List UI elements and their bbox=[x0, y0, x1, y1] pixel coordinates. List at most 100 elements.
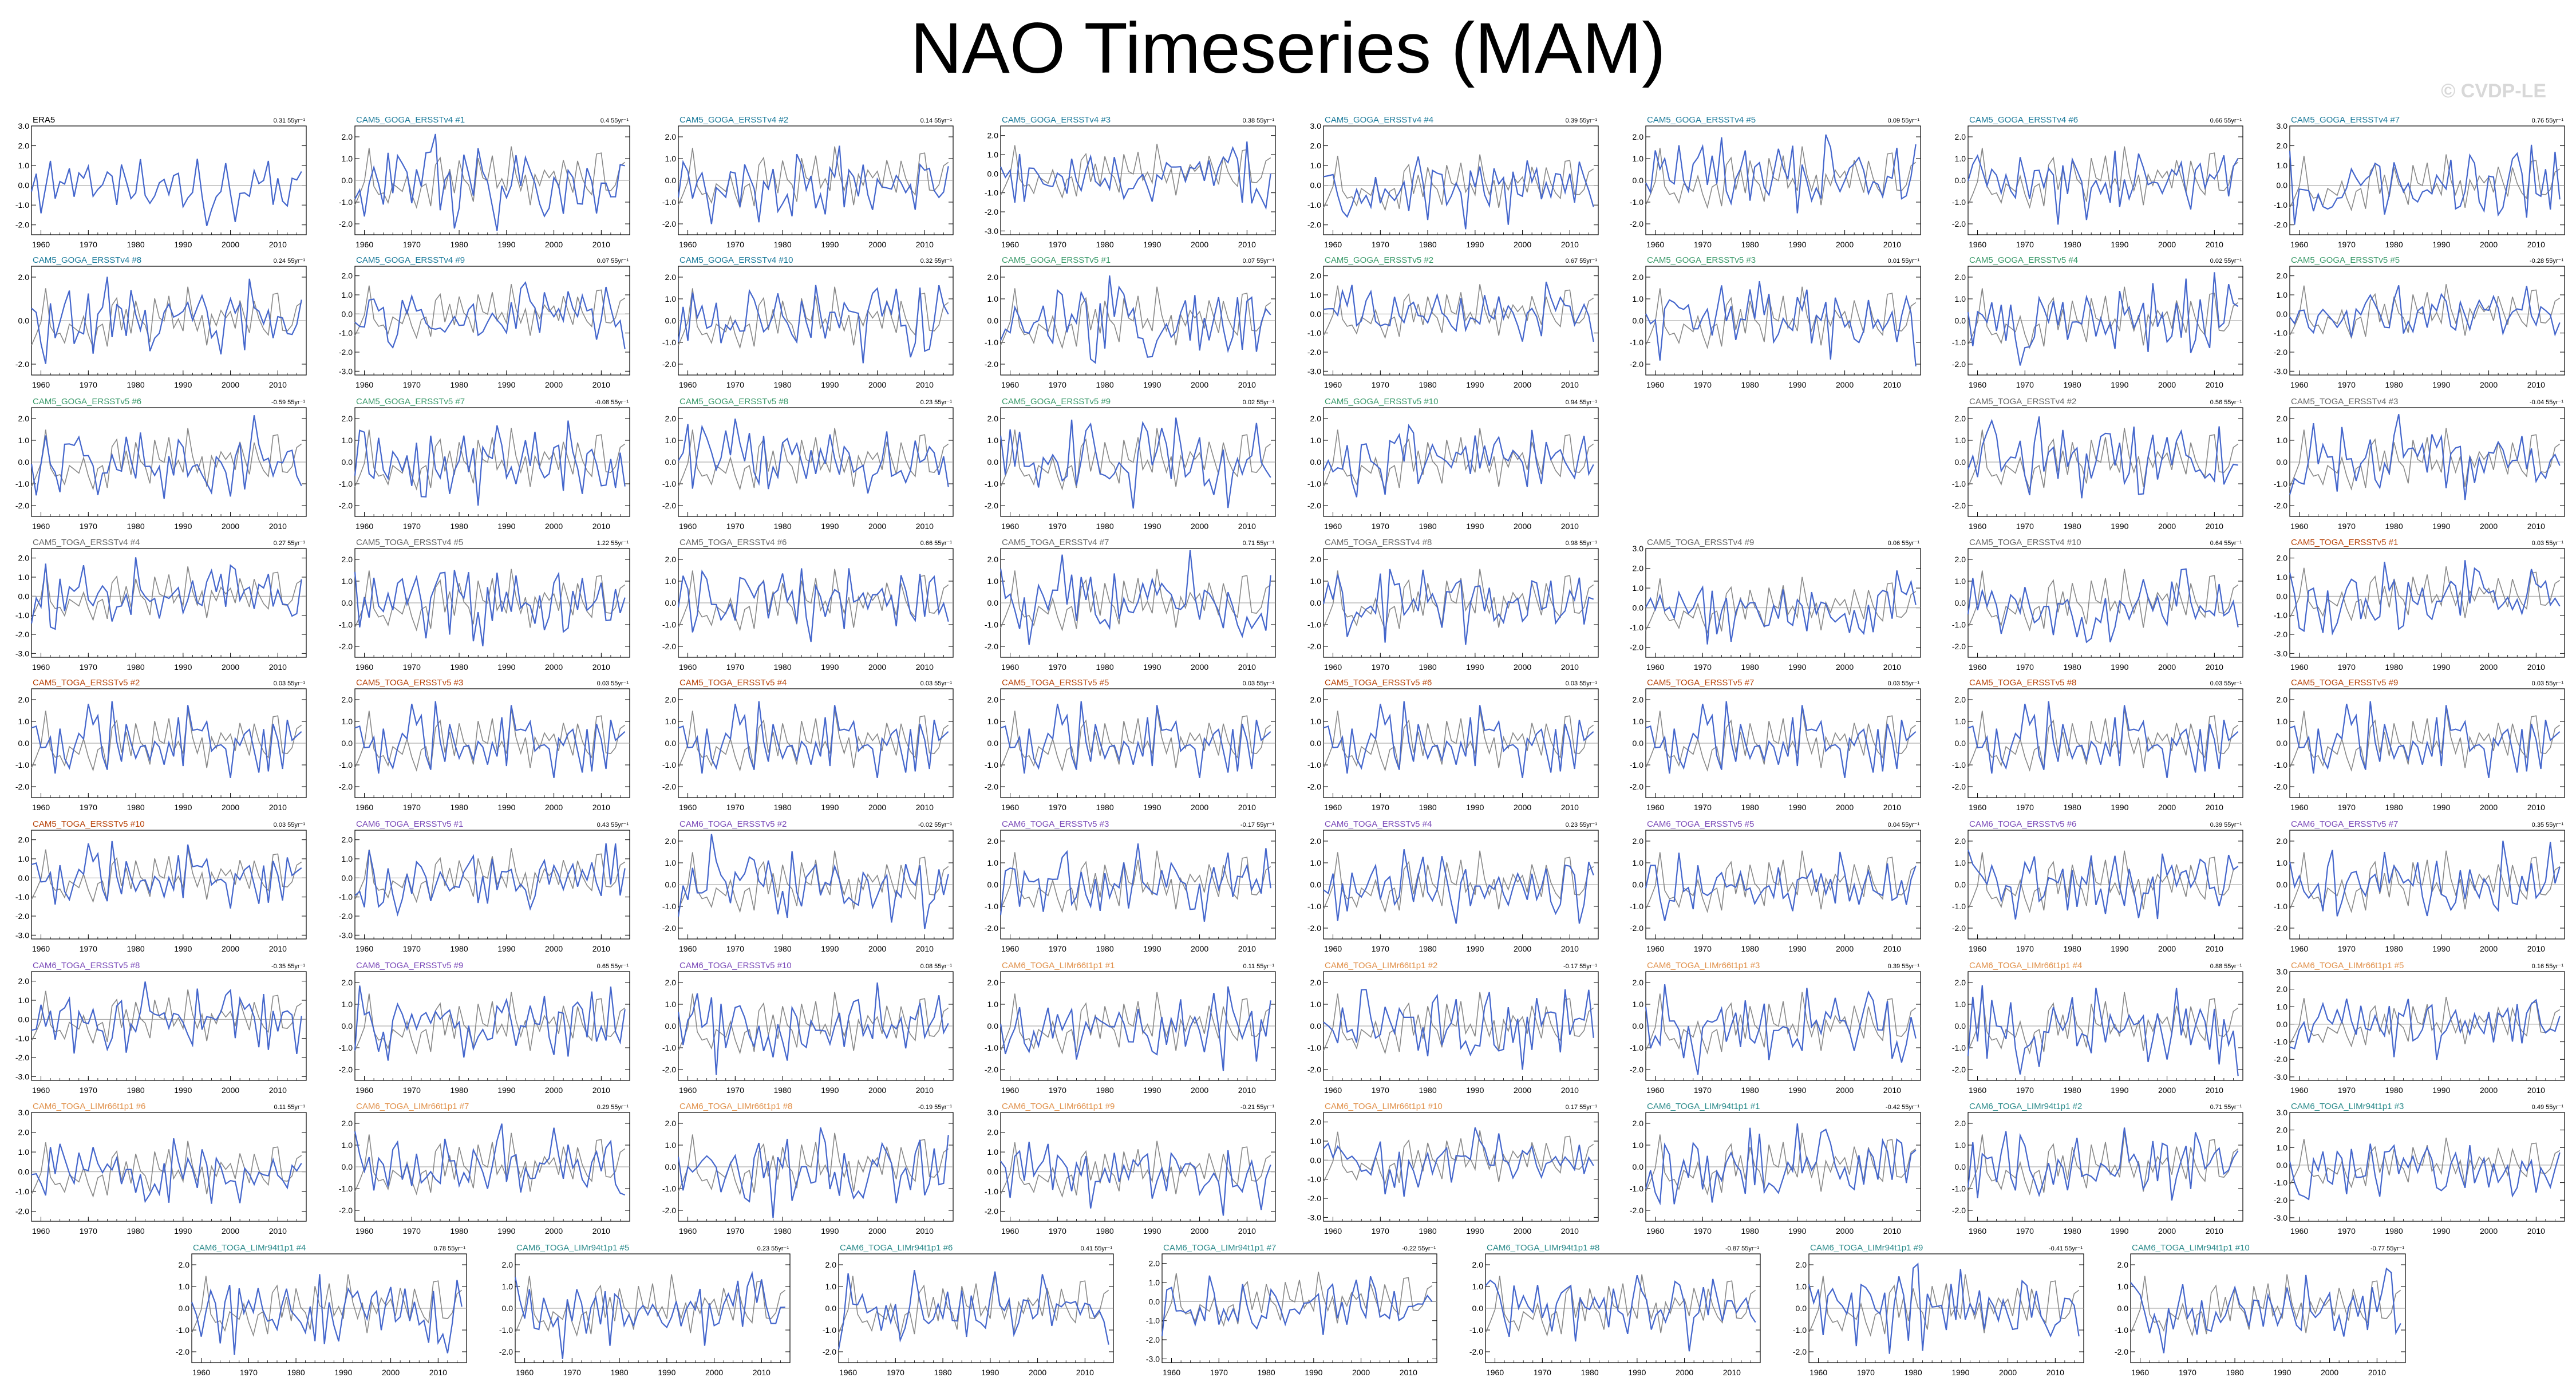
x-tick-label: 2000 bbox=[2158, 380, 2176, 389]
y-tick-label: 2.0 bbox=[1472, 1260, 1484, 1269]
x-tick-label: 1980 bbox=[1741, 944, 1759, 953]
panel-frame bbox=[1323, 125, 1599, 235]
x-tick-label: 1960 bbox=[2290, 1086, 2308, 1095]
x-tick-label: 1960 bbox=[355, 1086, 373, 1095]
model-series-line bbox=[1967, 272, 2239, 366]
panel-trend: -0.08 55yr⁻¹ bbox=[595, 399, 629, 406]
x-tick-label: 1970 bbox=[1694, 1226, 1712, 1236]
y-tick-label: -1.0 bbox=[2274, 760, 2287, 770]
y-tick-label: 2.0 bbox=[1633, 836, 1644, 846]
model-series-line bbox=[1323, 424, 1594, 498]
y-tick-label: -2.0 bbox=[662, 360, 676, 369]
panel-label: CAM5_GOGA_ERSSTv4 #1 bbox=[356, 115, 465, 125]
x-tick-label: 1980 bbox=[127, 380, 144, 389]
x-tick-label: 1960 bbox=[1163, 1368, 1180, 1377]
y-tick-label: 0.0 bbox=[18, 457, 30, 467]
panel-label: CAM6_TOGA_LIMr66t1p1 #1 bbox=[1002, 961, 1115, 970]
model-series-line bbox=[1967, 849, 2239, 920]
y-tick-label: -1.0 bbox=[985, 1043, 998, 1052]
nao-panel: CAM5_GOGA_ERSSTv5 #6 -0.59 55yr⁻¹ 2.0 1.0 0.… bbox=[15, 397, 307, 531]
x-tick-label: 1970 bbox=[726, 522, 744, 531]
model-series-line bbox=[30, 557, 302, 630]
x-tick-label: 1970 bbox=[403, 944, 421, 953]
y-tick-label: 0.0 bbox=[1633, 1162, 1644, 1171]
y-tick-label: 0.0 bbox=[1310, 181, 1322, 190]
panel-label: CAM5_GOGA_ERSSTv4 #10 bbox=[679, 255, 793, 265]
y-tick-label: -2.0 bbox=[339, 348, 353, 357]
model-series-line bbox=[1323, 1127, 1594, 1197]
nao-panel: CAM5_GOGA_ERSSTv5 #5 -0.28 55yr⁻¹ 2.0 1.0 0.… bbox=[2274, 255, 2565, 389]
x-tick-label: 2010 bbox=[1561, 662, 1579, 672]
panel-label: CAM5_GOGA_ERSSTv5 #8 bbox=[679, 397, 788, 407]
x-tick-label: 1960 bbox=[1324, 944, 1342, 953]
y-tick-label: -1.0 bbox=[662, 1043, 676, 1052]
x-tick-label: 2010 bbox=[916, 380, 934, 389]
obs-series-line bbox=[1967, 850, 2239, 913]
y-tick-label: -1.0 bbox=[985, 620, 998, 629]
y-tick-label: 0.0 bbox=[987, 1021, 999, 1031]
obs-series-line bbox=[31, 1141, 302, 1198]
x-tick-label: 1970 bbox=[1049, 944, 1066, 953]
panel-trend: -0.19 55yr⁻¹ bbox=[918, 1104, 952, 1111]
x-tick-label: 1980 bbox=[2063, 522, 2081, 531]
x-tick-label: 1990 bbox=[497, 1226, 515, 1236]
y-tick-label: 2.0 bbox=[1955, 1119, 1966, 1128]
model-series-line bbox=[1000, 1142, 1271, 1216]
model-series-line bbox=[2289, 1143, 2561, 1201]
x-tick-label: 1980 bbox=[773, 1086, 791, 1095]
y-tick-label: 0.0 bbox=[1955, 176, 1966, 185]
y-tick-label: -2.0 bbox=[2274, 1195, 2287, 1205]
y-tick-label: 0.0 bbox=[665, 457, 677, 467]
model-series-line bbox=[2289, 701, 2561, 778]
x-tick-label: 2000 bbox=[1514, 380, 1531, 389]
x-tick-label: 1990 bbox=[981, 1368, 999, 1377]
y-tick-label: 0.0 bbox=[18, 873, 30, 882]
y-tick-label: 0.0 bbox=[2277, 309, 2288, 318]
x-tick-label: 2010 bbox=[1238, 1086, 1256, 1095]
x-tick-label: 1960 bbox=[1486, 1368, 1504, 1377]
y-tick-label: 0.0 bbox=[1796, 1304, 1807, 1313]
panel-label: CAM5_TOGA_ERSSTv5 #5 bbox=[1002, 678, 1109, 688]
x-tick-label: 1990 bbox=[1466, 944, 1484, 953]
x-tick-label: 1980 bbox=[1419, 662, 1436, 672]
x-tick-label: 1990 bbox=[1788, 1226, 1806, 1236]
panel-trend: 0.07 55yr⁻¹ bbox=[1243, 258, 1275, 265]
x-tick-label: 1970 bbox=[2016, 1086, 2034, 1095]
nao-panel: CAM6_TOGA_ERSSTv5 #3 -0.17 55yr⁻¹ 2.0 1.0 0.… bbox=[985, 819, 1276, 953]
model-series-line bbox=[2289, 144, 2561, 225]
y-tick-label: 2.0 bbox=[665, 273, 677, 282]
y-tick-label: 1.0 bbox=[179, 1282, 190, 1291]
x-tick-label: 1990 bbox=[2111, 803, 2128, 812]
panel-trend: 0.03 55yr⁻¹ bbox=[2532, 680, 2564, 687]
x-tick-label: 2010 bbox=[2206, 1226, 2223, 1236]
obs-series-line bbox=[1323, 850, 1594, 913]
x-tick-label: 2000 bbox=[1514, 240, 1531, 249]
y-tick-label: -1.0 bbox=[1307, 760, 1321, 770]
x-tick-label: 2000 bbox=[545, 240, 563, 249]
panel-trend: 0.78 55yr⁻¹ bbox=[434, 1245, 466, 1252]
x-tick-label: 2000 bbox=[222, 522, 239, 531]
y-tick-label: 0.0 bbox=[665, 176, 677, 185]
x-tick-label: 2000 bbox=[1191, 522, 1208, 531]
model-series-line bbox=[677, 834, 949, 930]
x-tick-label: 2000 bbox=[222, 803, 239, 812]
y-tick-label: 0.0 bbox=[665, 880, 677, 889]
x-tick-label: 1960 bbox=[1324, 803, 1342, 812]
obs-series-line bbox=[678, 992, 949, 1055]
panel-trend: -0.02 55yr⁻¹ bbox=[918, 822, 952, 828]
y-tick-label: 1.0 bbox=[18, 573, 30, 582]
panel-label: CAM5_TOGA_ERSSTv5 #7 bbox=[1647, 678, 1754, 688]
y-tick-label: -1.0 bbox=[662, 902, 676, 911]
x-tick-label: 1960 bbox=[1646, 803, 1664, 812]
y-tick-label: -2.0 bbox=[15, 782, 29, 791]
y-tick-label: -1.0 bbox=[1307, 329, 1321, 338]
x-tick-label: 1970 bbox=[1049, 522, 1066, 531]
x-tick-label: 1990 bbox=[1143, 1086, 1161, 1095]
y-tick-label: 3.0 bbox=[18, 121, 30, 131]
x-tick-label: 2010 bbox=[592, 380, 610, 389]
x-tick-label: 1970 bbox=[80, 1226, 97, 1236]
panel-frame bbox=[31, 830, 307, 940]
y-tick-label: -2.0 bbox=[1952, 642, 1966, 651]
model-series-line bbox=[354, 1123, 626, 1196]
